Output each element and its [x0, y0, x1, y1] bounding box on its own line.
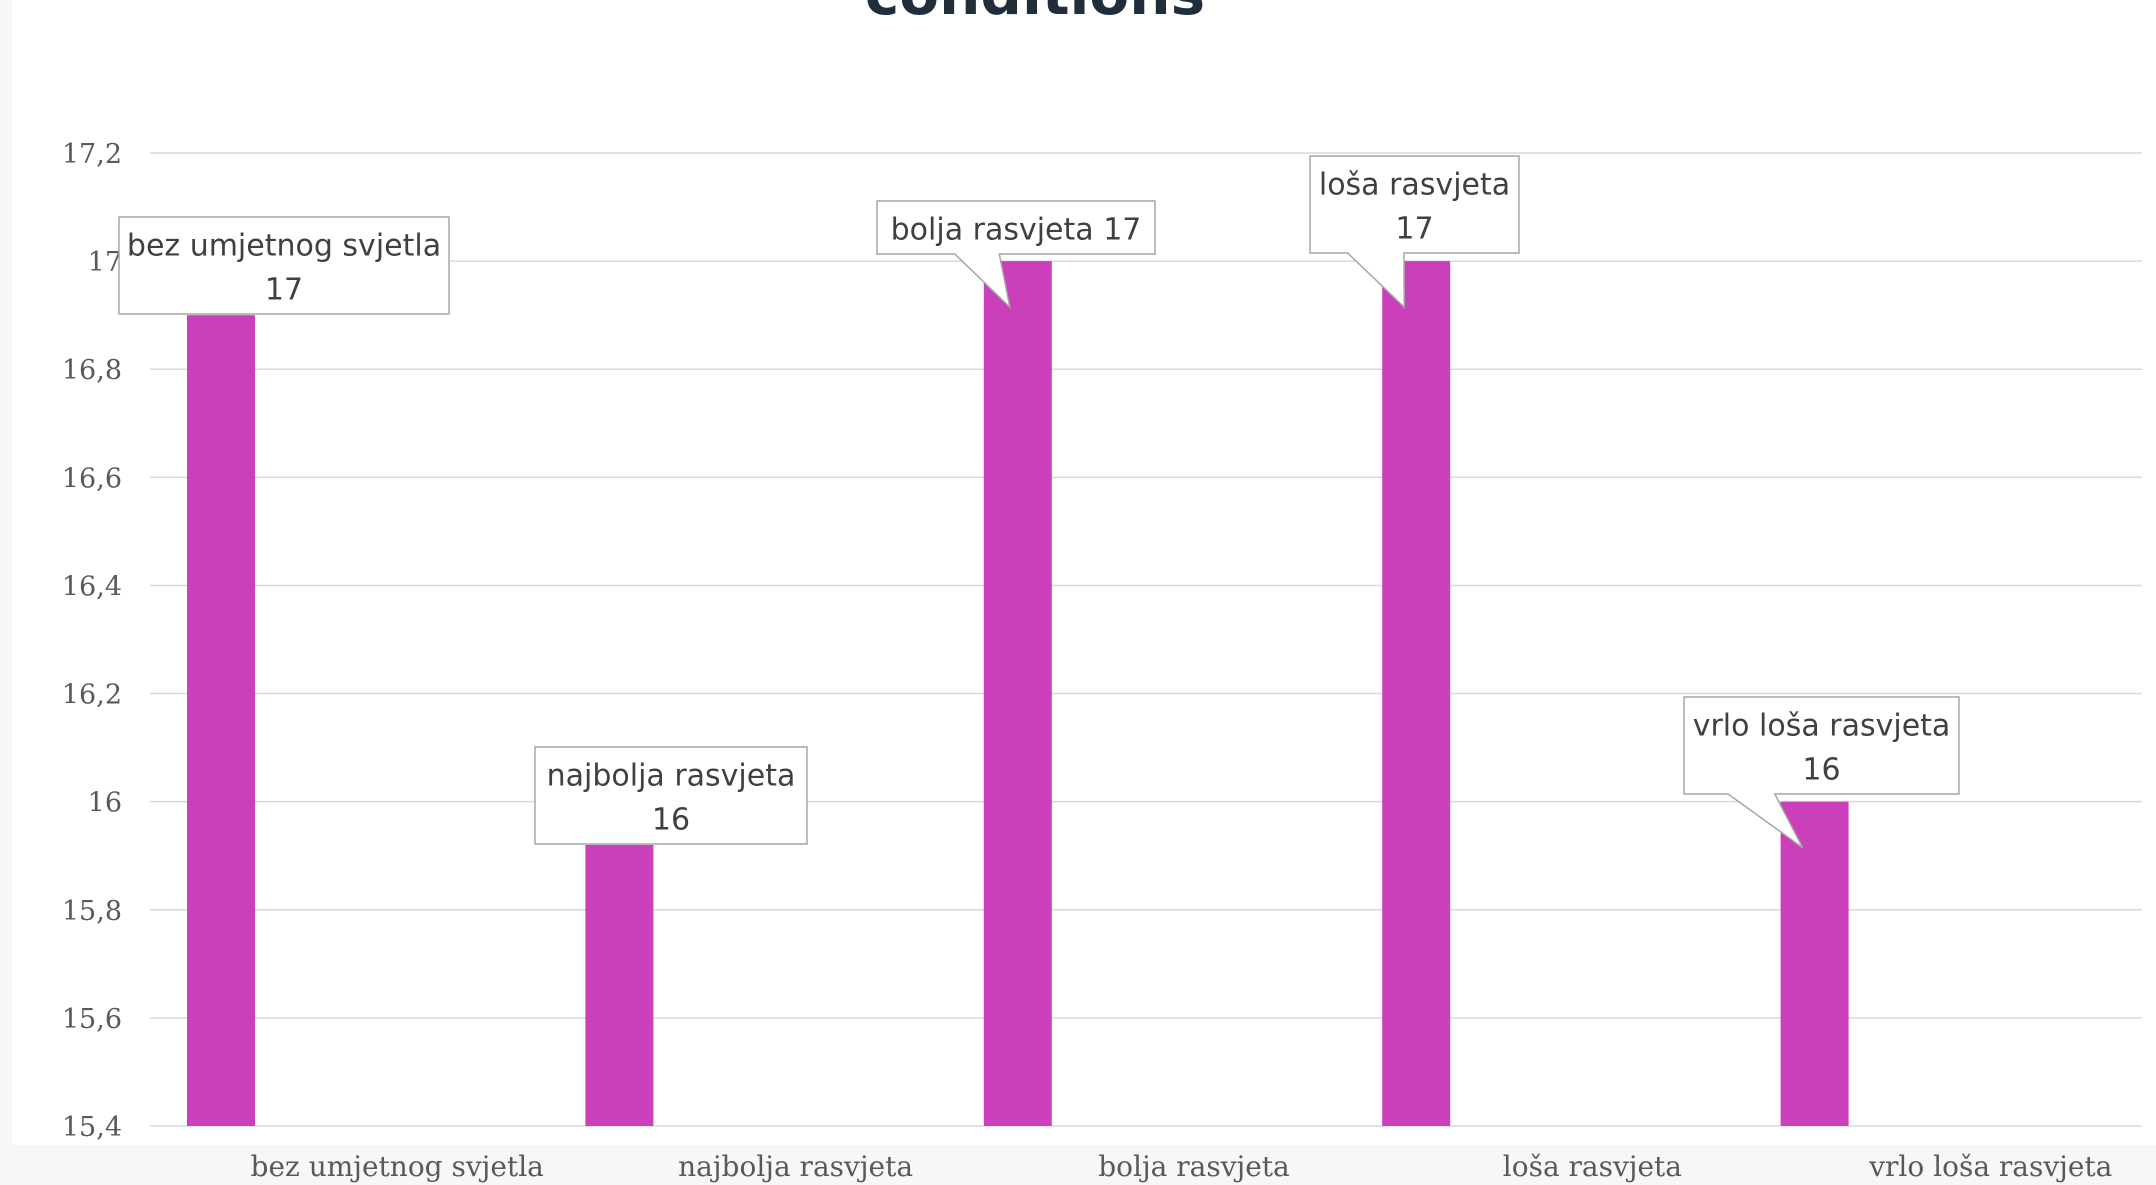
- bar: [1780, 801, 1849, 1126]
- data-label-box: [534, 746, 808, 845]
- bar: [1382, 261, 1451, 1127]
- x-tick-label: bolja rasvjeta: [1098, 1150, 1289, 1183]
- y-tick-label: 17,2: [62, 139, 122, 170]
- data-label-text: 16: [1802, 753, 1840, 788]
- data-label-text: loša rasvjeta: [1319, 168, 1510, 203]
- gridlines: [150, 152, 2142, 1127]
- x-axis-ticks: bez umjetnog svjetla najbolja rasvjeta bol…: [251, 1150, 2113, 1183]
- x-tick-label: loša rasvjeta: [1503, 1150, 1682, 1183]
- y-tick-label: 15,8: [62, 896, 122, 927]
- data-label-text: 17: [1395, 212, 1433, 247]
- x-tick-label: vrlo loša rasvjeta: [1868, 1150, 2112, 1183]
- y-tick-label: 16,8: [62, 355, 122, 386]
- data-labels: bez umjetnog svjetla 17 najbolja rasvjeta 1…: [118, 155, 1960, 849]
- data-label: vrlo loša rasvjeta 16: [1683, 696, 1960, 849]
- y-tick-label: 16,2: [62, 680, 122, 711]
- y-tick-label: 17: [88, 247, 122, 278]
- x-tick-label: bez umjetnog svjetla: [251, 1150, 544, 1183]
- data-label-text: bolja rasvjeta 17: [891, 213, 1142, 248]
- bar: [585, 844, 654, 1126]
- data-label: najbolja rasvjeta 16: [534, 746, 808, 845]
- chart-title: conditions: [865, 0, 1205, 28]
- x-tick-label: najbolja rasvjeta: [678, 1150, 913, 1183]
- data-label: bolja rasvjeta 17: [876, 200, 1156, 310]
- y-tick-label: 16: [88, 788, 122, 819]
- data-label-text: 17: [265, 273, 303, 308]
- bar: [983, 261, 1052, 1127]
- data-label-callout: [1309, 155, 1520, 309]
- y-tick-label: 16,6: [62, 463, 122, 494]
- y-tick-label: 15,6: [62, 1004, 122, 1035]
- data-label-callout: [1683, 696, 1960, 849]
- y-tick-label: 15,4: [62, 1112, 122, 1143]
- bars: [187, 261, 1849, 1127]
- data-label: bez umjetnog svjetla 17: [118, 216, 450, 315]
- data-label-text: najbolja rasvjeta: [547, 759, 796, 794]
- data-label-text: vrlo loša rasvjeta: [1693, 709, 1951, 744]
- data-label: loša rasvjeta 17: [1309, 155, 1520, 309]
- bar: [187, 315, 255, 1127]
- data-label-callout: [876, 200, 1156, 310]
- data-label-text: bez umjetnog svjetla: [127, 229, 441, 264]
- data-label-box: [118, 216, 450, 315]
- data-label-text: 16: [652, 803, 690, 838]
- y-axis-ticks: 15,4 15,6 15,8 16 16,2 16,4 16,6 16,8 17 17,2: [62, 139, 122, 1143]
- y-tick-label: 16,4: [62, 571, 122, 602]
